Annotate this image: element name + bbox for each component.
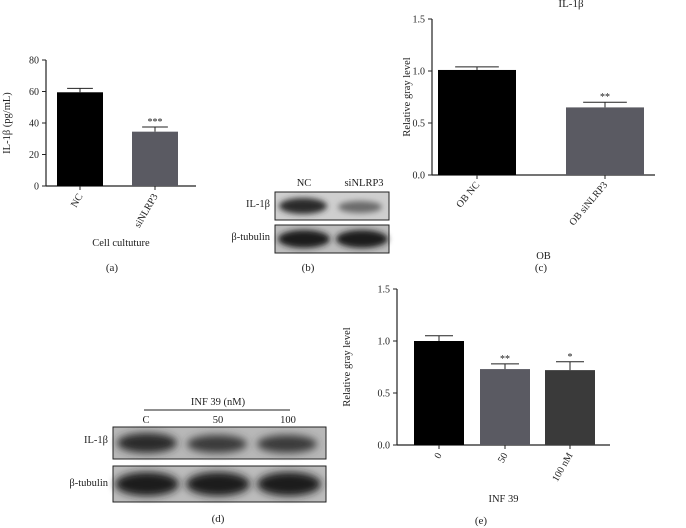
y-tick-label: 60 [29, 87, 39, 98]
panel-c-header: IL-1β [558, 0, 584, 10]
y-tick-label: 0.5 [378, 389, 391, 400]
x-axis-label: OB [536, 251, 551, 262]
y-tick-label: 0.5 [413, 119, 426, 130]
blot-b-row-tubulin: β-tubulin [231, 232, 270, 243]
x-axis-label: Cell cultuture [92, 238, 150, 249]
bar-50 [480, 369, 530, 445]
x-axis-label: INF 39 [488, 494, 518, 505]
significance-label: ** [600, 92, 610, 103]
x-tick-label: 50 [496, 451, 511, 465]
y-tick-label: 1.5 [413, 15, 426, 26]
blot-d-row-tubulin: β-tubulin [69, 478, 108, 489]
chart-a: 0 20 40 60 80 NC *** siNLRP3 IL-1β (pg/mL) Cell c… [2, 56, 196, 249]
blot-d-lane-100: 100 [280, 415, 296, 426]
chart-e: 0.0 0.5 1.0 1.5 0 ** 50 * 100 nM Relative gray le… [342, 285, 610, 505]
blot-d-treatment-label: INF 39 (nM) [191, 397, 246, 408]
blot-b-row-il1b: IL-1β [246, 199, 270, 210]
x-tick-label: siNLRP3 [132, 192, 160, 230]
panel-letter-d: (d) [212, 513, 225, 525]
significance-label: * [568, 352, 573, 363]
y-tick-label: 0 [34, 182, 39, 193]
x-tick-label: 0 [433, 451, 445, 461]
x-tick-label: 100 nM [550, 451, 575, 484]
blot-d-lane-50: 50 [213, 415, 224, 426]
y-axis-label: Relative gray level [342, 327, 353, 406]
x-tick-label: OB NC [454, 180, 482, 211]
blot-d-row-il1b: IL-1β [84, 435, 108, 446]
y-axis-label: Relative gray level [402, 57, 413, 136]
y-tick-label: 0.0 [413, 171, 426, 182]
bar-ob-nc [438, 69, 516, 175]
blot-d-il1b-image [112, 426, 327, 460]
y-tick-label: 1.0 [413, 67, 426, 78]
y-tick-label: 40 [29, 119, 39, 130]
y-tick-label: 80 [29, 56, 39, 67]
y-tick-label: 1.0 [378, 337, 391, 348]
significance-label: *** [148, 117, 163, 128]
panel-letter-b: (b) [302, 262, 315, 274]
blot-b-lane-nc: NC [297, 178, 312, 189]
bar-nc [57, 92, 103, 186]
blot-b-tubulin-image [274, 224, 390, 254]
x-tick-label: NC [69, 192, 86, 210]
y-tick-label: 20 [29, 150, 39, 161]
blot-d-lane-c: C [142, 415, 149, 426]
panel-letter-a: (a) [106, 262, 119, 274]
bar-100-nm [545, 370, 595, 445]
x-tick-label: OB siNLRP3 [567, 180, 610, 228]
y-tick-label: 0.0 [378, 441, 391, 452]
bar-0 [414, 341, 464, 445]
blot-b-il1b-image [274, 191, 390, 221]
y-tick-label: 1.5 [378, 285, 391, 296]
panel-letter-e: (e) [475, 515, 488, 527]
bar-ob-sinlrp3 [566, 107, 644, 175]
significance-label: ** [500, 354, 510, 365]
chart-c: 0.0 0.5 1.0 1.5 OB NC ** OB siNLRP3 Relative gr… [402, 15, 655, 262]
bar-sinlrp3 [132, 131, 178, 186]
panel-letter-c: (c) [535, 262, 548, 274]
blot-b-lane-sinlrp3: siNLRP3 [344, 178, 383, 189]
blot-d-tubulin-image [112, 465, 327, 503]
y-axis-label: IL-1β (pg/mL) [2, 92, 13, 154]
